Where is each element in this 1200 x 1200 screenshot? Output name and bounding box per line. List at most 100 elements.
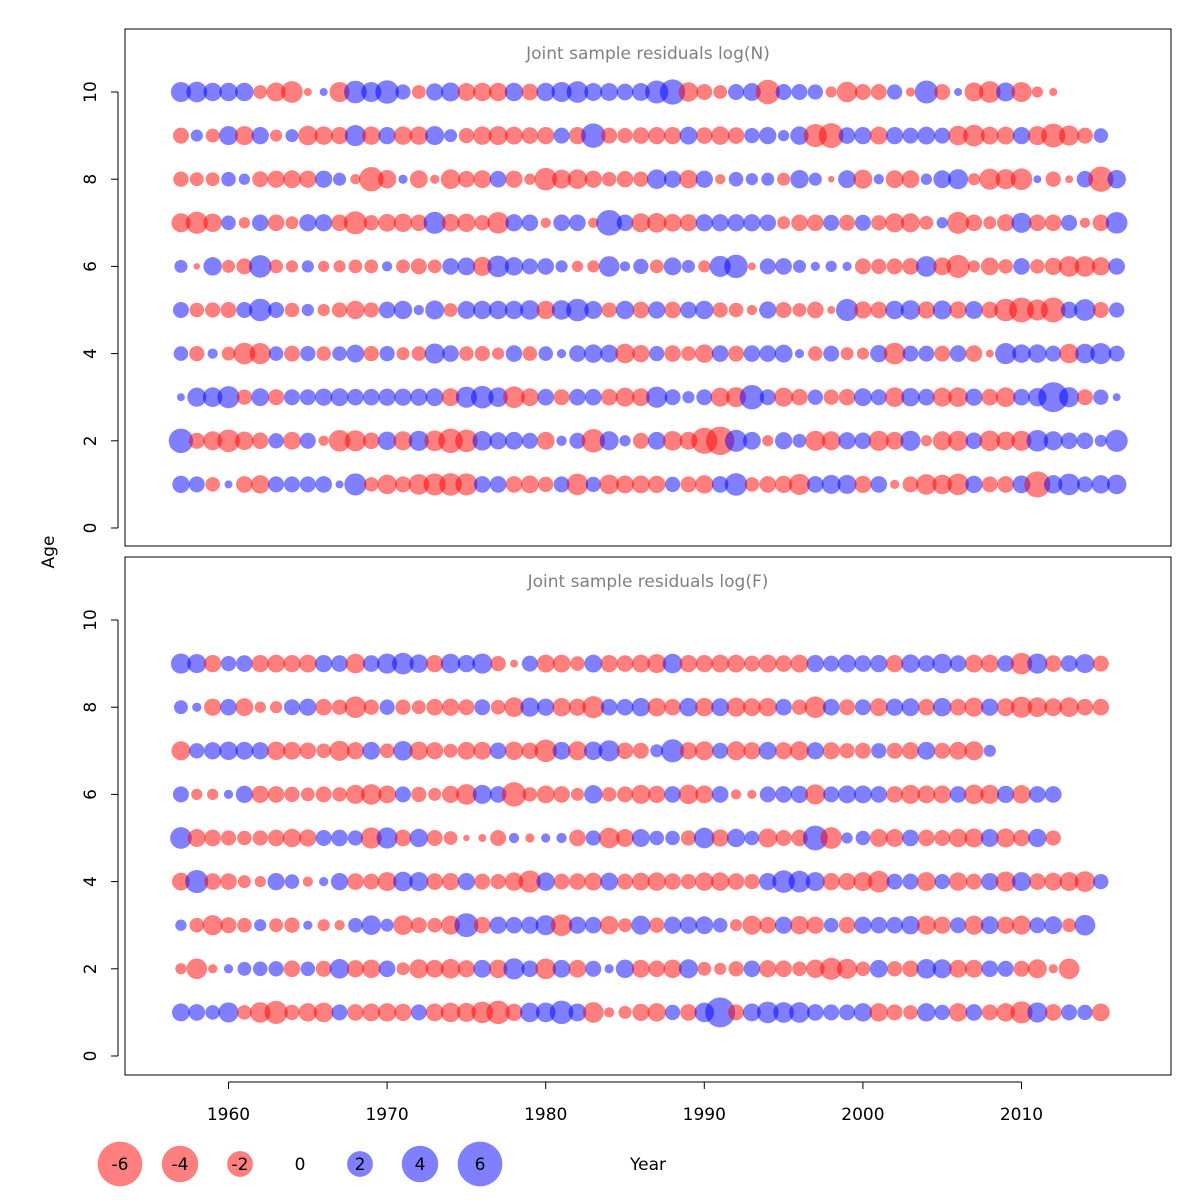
bubble bbox=[998, 259, 1013, 274]
x-axis: 1960 1970 1980 1990 2000 2010 bbox=[207, 1081, 1043, 1125]
bubble bbox=[376, 827, 398, 849]
bubble bbox=[820, 827, 843, 849]
bubble bbox=[837, 474, 857, 494]
bubble bbox=[346, 300, 365, 320]
bubble bbox=[438, 428, 463, 454]
bubble bbox=[728, 1004, 745, 1021]
bubble bbox=[853, 388, 872, 407]
y-tick-label: 2 bbox=[81, 435, 101, 446]
bubble bbox=[359, 166, 384, 192]
bubble bbox=[236, 302, 253, 318]
bubble bbox=[186, 81, 208, 103]
bubble bbox=[870, 786, 888, 803]
bubble bbox=[791, 214, 808, 232]
bubble bbox=[807, 84, 823, 100]
bubble bbox=[567, 741, 587, 761]
bubble bbox=[917, 126, 936, 145]
bubble bbox=[661, 739, 685, 763]
bubble bbox=[254, 701, 266, 713]
bubble bbox=[536, 82, 555, 102]
bubble bbox=[980, 257, 999, 276]
bubble bbox=[759, 214, 777, 232]
bubble bbox=[187, 387, 207, 407]
bubble bbox=[596, 209, 622, 236]
bubble bbox=[619, 435, 631, 447]
bubble bbox=[742, 698, 761, 717]
bubble bbox=[1013, 258, 1030, 275]
bubble bbox=[251, 126, 269, 145]
bubble bbox=[1031, 86, 1044, 98]
y-tick-label: 4 bbox=[81, 348, 101, 359]
bubble bbox=[1010, 696, 1033, 718]
bubble bbox=[965, 432, 983, 450]
bubble bbox=[281, 81, 303, 103]
bubble bbox=[208, 964, 218, 974]
bubble bbox=[268, 476, 285, 493]
bubble bbox=[774, 432, 793, 450]
bubble bbox=[791, 84, 808, 100]
bubble bbox=[329, 959, 350, 979]
bubble bbox=[711, 829, 729, 847]
bubble bbox=[535, 915, 556, 936]
bubble bbox=[902, 829, 919, 847]
bubble bbox=[520, 1002, 540, 1023]
bubble bbox=[219, 741, 238, 761]
bubble bbox=[330, 388, 349, 407]
bubble bbox=[664, 389, 681, 406]
bubble bbox=[1012, 344, 1031, 363]
bubble bbox=[302, 876, 313, 887]
bubble bbox=[905, 87, 916, 97]
bubble bbox=[235, 785, 253, 804]
bubble bbox=[949, 655, 967, 672]
bubble bbox=[331, 214, 348, 232]
bubble bbox=[238, 173, 251, 185]
bubble bbox=[759, 960, 777, 978]
bubble bbox=[457, 301, 476, 319]
bubble bbox=[454, 913, 479, 938]
bubble bbox=[664, 301, 681, 319]
bubble bbox=[659, 79, 686, 105]
bubble bbox=[267, 214, 285, 232]
bubble bbox=[600, 698, 618, 716]
bubble bbox=[823, 1004, 840, 1021]
bubble bbox=[187, 829, 206, 847]
bubble bbox=[983, 216, 997, 230]
bubble bbox=[267, 786, 285, 803]
bubble bbox=[463, 834, 470, 842]
bubble bbox=[553, 476, 570, 493]
legend: -6 -4 -2 0 2 4 6 bbox=[97, 1141, 503, 1187]
bubble bbox=[379, 743, 395, 759]
bubble bbox=[409, 170, 428, 189]
bubble bbox=[556, 832, 567, 844]
bubble bbox=[441, 872, 460, 891]
bubble bbox=[236, 476, 253, 493]
bubble bbox=[189, 172, 204, 187]
panel-title: Joint sample residuals log(N) bbox=[525, 44, 770, 64]
bubble bbox=[934, 84, 951, 100]
bubble bbox=[237, 1005, 252, 1020]
bubble bbox=[775, 786, 792, 803]
bubble bbox=[790, 915, 809, 935]
bubble bbox=[663, 257, 682, 276]
bubble bbox=[569, 829, 586, 847]
bubble bbox=[393, 915, 413, 935]
bubble bbox=[472, 784, 492, 804]
bubble bbox=[724, 254, 748, 279]
bubble bbox=[585, 960, 602, 977]
bubble bbox=[1076, 476, 1093, 493]
bubble bbox=[1010, 1001, 1033, 1024]
bubble bbox=[568, 916, 587, 934]
bubble bbox=[743, 214, 761, 232]
bubbles bbox=[168, 79, 1128, 498]
bubble bbox=[457, 257, 476, 276]
bubble bbox=[377, 1003, 397, 1022]
bubble bbox=[710, 872, 730, 891]
bubble bbox=[521, 258, 538, 275]
bubble bbox=[426, 873, 444, 890]
bubble bbox=[616, 170, 634, 188]
bubble bbox=[170, 81, 191, 103]
bubble bbox=[268, 389, 285, 406]
bubble bbox=[914, 80, 938, 104]
y-axis: 0 2 4 6 8 10 bbox=[81, 81, 119, 533]
bubble bbox=[730, 789, 742, 800]
